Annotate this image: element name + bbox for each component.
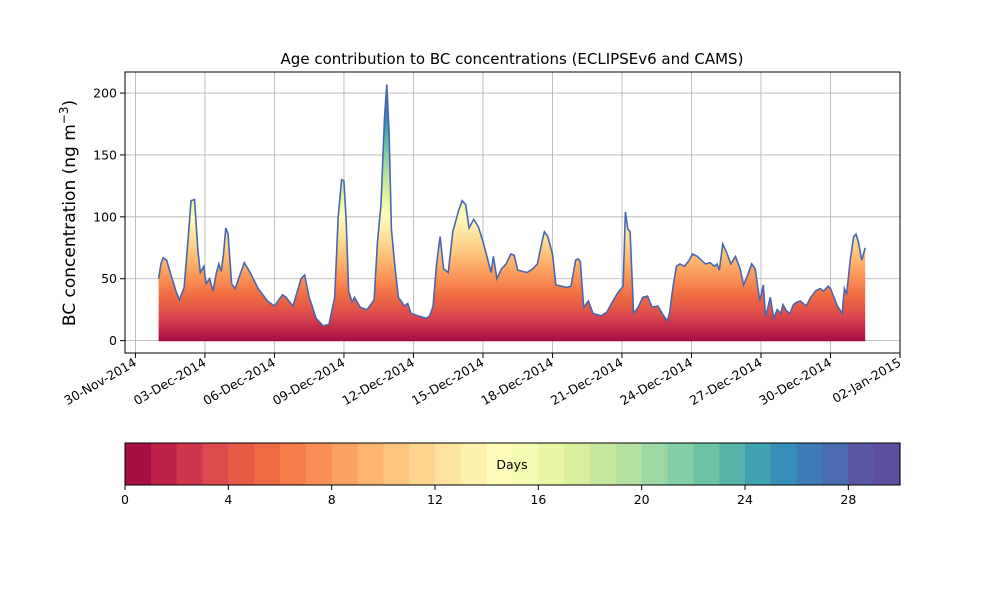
x-tick-label: 09-Dec-2014 bbox=[270, 355, 348, 408]
colorbar-segment bbox=[796, 443, 824, 485]
colorbar-segment bbox=[125, 443, 152, 485]
x-tick-label: 30-Dec-2014 bbox=[756, 355, 834, 408]
colorbar-tick-label: 20 bbox=[634, 492, 650, 507]
x-tick-label: 06-Dec-2014 bbox=[200, 355, 278, 408]
colorbar-segment bbox=[435, 443, 462, 485]
y-tick-label: 100 bbox=[93, 209, 117, 224]
colorbar-segment bbox=[460, 443, 488, 485]
colorbar-frame bbox=[124, 442, 901, 486]
x-tick-label: 18-Dec-2014 bbox=[478, 355, 556, 408]
colorbar-segment bbox=[641, 443, 669, 485]
x-tick-label: 21-Dec-2014 bbox=[548, 355, 626, 408]
y-axis-ticks: 0 50 100 150 200 bbox=[93, 86, 125, 348]
stacked-area bbox=[157, 84, 866, 342]
colorbar-segment bbox=[409, 443, 436, 485]
colorbar-segment bbox=[564, 443, 591, 485]
colorbar-tick-label: 8 bbox=[328, 492, 336, 507]
colorbar-segment bbox=[770, 443, 798, 485]
colorbar-label: Days bbox=[496, 457, 527, 472]
y-axis-label-close: ) bbox=[60, 100, 80, 107]
colorbar-tick-label: 24 bbox=[737, 492, 753, 507]
colorbar-ticks: 0 4 8 12 16 20 24 28 bbox=[121, 485, 856, 507]
colorbar-tick-label: 0 bbox=[121, 492, 129, 507]
colorbar-segment bbox=[202, 443, 229, 485]
colorbar-segment bbox=[874, 443, 901, 485]
colorbar-segment bbox=[693, 443, 720, 485]
y-tick-label: 50 bbox=[101, 271, 117, 286]
colorbar bbox=[124, 442, 901, 486]
colorbar-segment bbox=[331, 443, 359, 485]
y-tick-label: 0 bbox=[109, 333, 117, 348]
plot-frame bbox=[124, 71, 901, 354]
colorbar-tick-label: 12 bbox=[427, 492, 443, 507]
colorbar-segment bbox=[822, 443, 849, 485]
total-line bbox=[157, 84, 866, 327]
y-tick-label: 200 bbox=[93, 86, 117, 101]
colorbar-segment bbox=[176, 443, 204, 485]
colorbar-tick-label: 4 bbox=[224, 492, 232, 507]
colorbar-segment bbox=[745, 443, 772, 485]
x-tick-label: 02-Jan-2015 bbox=[830, 355, 904, 406]
y-axis-label-exponent: −3 bbox=[57, 106, 71, 124]
colorbar-segment bbox=[486, 443, 514, 485]
x-axis-ticks: 30-Nov-201403-Dec-201406-Dec-201409-Dec-… bbox=[61, 353, 904, 408]
x-tick-label: 12-Dec-2014 bbox=[339, 355, 417, 408]
chart-title: Age contribution to BC concentrations (E… bbox=[281, 50, 744, 68]
colorbar-tick-label: 28 bbox=[840, 492, 856, 507]
x-tick-label: 24-Dec-2014 bbox=[617, 355, 695, 408]
colorbar-segment bbox=[383, 443, 410, 485]
colorbar-segment bbox=[667, 443, 694, 485]
x-tick-label: 30-Nov-2014 bbox=[61, 355, 139, 408]
y-tick-label: 150 bbox=[93, 147, 117, 162]
colorbar-segment bbox=[305, 443, 333, 485]
colorbar-segment bbox=[615, 443, 643, 485]
area-fill bbox=[158, 84, 866, 341]
colorbar-segment bbox=[228, 443, 255, 485]
x-tick-label: 15-Dec-2014 bbox=[409, 355, 487, 408]
colorbar-tick-label: 16 bbox=[530, 492, 546, 507]
colorbar-segment bbox=[512, 443, 539, 485]
colorbar-segment bbox=[150, 443, 178, 485]
colorbar-segment bbox=[254, 443, 281, 485]
colorbar-segment bbox=[280, 443, 307, 485]
y-axis-label-text: BC concentration (ng m bbox=[60, 124, 80, 326]
colorbar-segment bbox=[848, 443, 875, 485]
colorbar-segment bbox=[538, 443, 565, 485]
colorbar-segment bbox=[357, 443, 384, 485]
colorbar-segment bbox=[719, 443, 746, 485]
x-tick-label: 27-Dec-2014 bbox=[687, 355, 765, 408]
x-tick-label: 03-Dec-2014 bbox=[131, 355, 209, 408]
colorbar-segment bbox=[590, 443, 617, 485]
y-axis-label: BC concentration (ng m−3) bbox=[57, 100, 80, 326]
axes bbox=[124, 71, 901, 354]
